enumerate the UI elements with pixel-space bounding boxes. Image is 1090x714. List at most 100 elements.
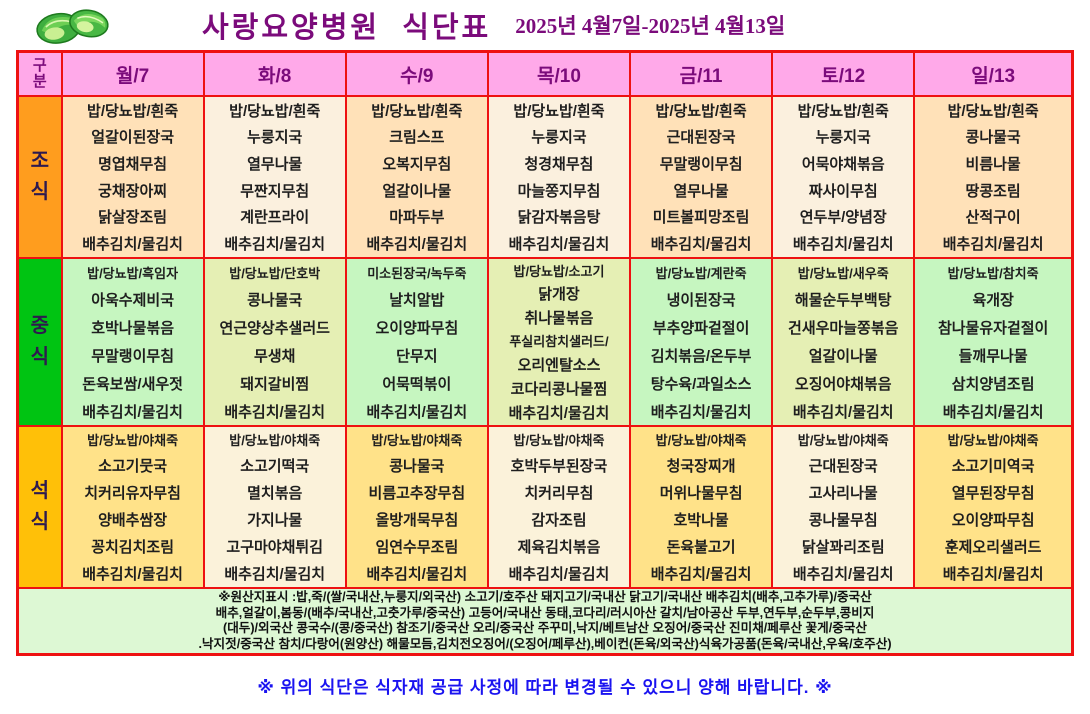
- menu-item: 오이양파무침: [951, 512, 1035, 529]
- menu-item: 얼갈이나물: [382, 182, 452, 200]
- meal-row-dinner: 석 식 밥/당뇨밥/야채죽 소고기뭇국 치커리유자무침 양배추쌈장 꽁치김치조림 배추김치/…: [16, 425, 1074, 589]
- menu-item: 배추김치/물김치: [82, 403, 183, 421]
- breakfast-cell-토/12: 밥/당뇨밥/흰죽 누룽지국 어묵야채볶음 짜사이무침 연두부/양념장 배추김치/물김치: [771, 95, 916, 259]
- menu-item: 가지나물: [247, 512, 303, 529]
- menu-item: 배추김치/물김치: [942, 403, 1044, 421]
- menu-item: 밥/당뇨밥/야채죽: [371, 433, 463, 448]
- menu-item: 냉이된장국: [666, 291, 736, 309]
- menu-item: 아욱수제비국: [91, 291, 174, 309]
- menu-item: 밥/당뇨밥/야채죽: [947, 433, 1039, 448]
- dinner-cell-목/10: 밥/당뇨밥/야채죽 호박두부된장국 치커리무침 감자조림 제육김치볶음 배추김치/물김치: [486, 425, 632, 589]
- menu-item: 미트볼피망조림: [652, 209, 750, 227]
- menu-item: 밥/당뇨밥/야채죽: [797, 433, 889, 448]
- menu-item: 머위나물무침: [659, 485, 743, 502]
- menu-item: 청경채무침: [524, 156, 594, 174]
- menu-item: 계란프라이: [240, 209, 310, 227]
- menu-item: 밥/당뇨밥/흰죽: [371, 102, 463, 120]
- menu-item: 밥/당뇨밥/야채죽: [87, 433, 179, 448]
- menu-item: 명엽채무침: [98, 156, 168, 174]
- menu-item: 밥/당뇨밥/흰죽: [229, 102, 321, 120]
- menu-item: 밥/당뇨밥/흰죽: [655, 102, 747, 120]
- menu-item: 콩나물국: [389, 458, 445, 475]
- menu-item: 소고기뭇국: [98, 458, 168, 475]
- origin-notice: ※원산지표시 :밥,죽/(쌀/국내산,누룽지/외국산) 소고기/호주산 돼지고기…: [16, 587, 1074, 656]
- menu-item: 마늘쫑지무침: [517, 182, 601, 200]
- menu-item: 닭감자볶음탕: [517, 209, 601, 227]
- menu-item: 닭살꽈리조림: [801, 539, 885, 556]
- menu-item: 크림스프: [389, 129, 445, 147]
- menu-item: 밥/당뇨밥/소고기: [513, 263, 605, 279]
- menu-item: 밥/당뇨밥/흰죽: [947, 102, 1039, 120]
- menu-item: 배추김치/물김치: [650, 236, 752, 254]
- lunch-cell-일/13: 밥/당뇨밥/참치죽 육개장 참나물유자겉절이 들깨무나물 삼치양념조림 배추김치/물김치: [913, 257, 1074, 427]
- lunch-cell-토/12: 밥/당뇨밥/새우죽 해물순두부백탕 건새우마늘쫑볶음 얼갈이나물 오징어야채볶음 배추김치…: [771, 257, 916, 427]
- menu-item: 소고기떡국: [240, 458, 310, 475]
- menu-item: 배추김치/물김치: [224, 566, 326, 583]
- menu-item: 치커리무침: [524, 485, 594, 502]
- menu-item: 호박두부된장국: [510, 458, 608, 475]
- menu-item: 들깨무나물: [958, 347, 1028, 365]
- menu-item: 제육김치볶음: [517, 539, 601, 556]
- origin-line: (대두)/외국산 콩국수/(콩/중국산) 참조기/중국산 오리/중국산 주꾸미,…: [223, 621, 867, 635]
- menu-item: 부추양파겉절이: [652, 319, 750, 337]
- lunch-cell-수/9: 미소된장국/녹두죽 날치알밥 오이양파무침 단무지 어묵떡볶이 배추김치/물김치: [344, 257, 489, 427]
- menu-item: 산적구이: [965, 209, 1021, 227]
- menu-item: 근대된장국: [666, 129, 736, 147]
- day-header-1: 화/8: [202, 50, 347, 97]
- menu-item: 어묵야채볶음: [801, 156, 885, 174]
- menu-item: 훈제오리샐러드: [944, 539, 1042, 556]
- menu-item: 밥/당뇨밥/야채죽: [513, 433, 605, 448]
- menu-item: 치커리유자무침: [84, 485, 181, 502]
- menu-item: 고구마야채튀김: [226, 539, 324, 556]
- menu-item: 돈육불고기: [666, 539, 736, 556]
- meal-row-lunch: 중 식 밥/당뇨밥/흑임자 아욱수제비국 호박나물볶음 무말랭이무침 돈육보쌈/새우젓 배추…: [16, 257, 1074, 427]
- breakfast-cell-목/10: 밥/당뇨밥/흰죽 누룽지국 청경채무침 마늘쫑지무침 닭감자볶음탕 배추김치/물김치: [486, 95, 632, 259]
- menu-item: 비름나물: [965, 156, 1021, 174]
- menu-item: 오징어야채볶음: [794, 375, 892, 393]
- origin-line: .낙지젓/중국산 참치/다랑어(원양산) 해물모듬,김치전오징어/(오징어/페루…: [198, 636, 892, 651]
- menu-item: 배추김치/물김치: [942, 566, 1044, 583]
- dinner-cell-토/12: 밥/당뇨밥/야채죽 근대된장국 고사리나물 콩나물무침 닭살꽈리조림 배추김치/물김치: [771, 425, 916, 589]
- menu-item: 오이양파무침: [375, 319, 459, 337]
- day-header-row: 구 분 월/7 화/8 수/9 목/10 금/11 토/12 일/13: [16, 50, 1074, 97]
- menu-item: 배추김치/물김치: [82, 566, 183, 583]
- menu-item: 궁채장아찌: [98, 182, 168, 200]
- lunch-cell-목/10: 밥/당뇨밥/소고기 닭개장 취나물볶음 푸실리참치샐러드/오리엔탈소스 코다리콩나물찜 배…: [486, 257, 632, 427]
- menu-item: 날치알밥: [389, 291, 445, 309]
- menu-item: 취나물볶음: [524, 310, 594, 328]
- menu-item: 밥/당뇨밥/흰죽: [797, 102, 889, 120]
- menu-item: 배추김치/물김치: [366, 236, 468, 254]
- menu-item: 돈육보쌈/새우젓: [82, 375, 183, 393]
- menu-item: 배추김치/물김치: [508, 405, 610, 423]
- menu-item: 밥/당뇨밥/흰죽: [513, 102, 605, 120]
- menu-item: 밥/당뇨밥/야채죽: [229, 433, 321, 448]
- menu-item: 누룽지국: [247, 129, 303, 147]
- menu-item: 연두부/양념장: [799, 209, 887, 227]
- menu-item: 닭개장: [538, 285, 580, 303]
- menu-item: 어묵떡볶이: [382, 375, 452, 393]
- menu-item: 호박나물볶음: [91, 319, 174, 337]
- menu-item: 소고기미역국: [951, 458, 1035, 475]
- menu-item: 올방개묵무침: [375, 512, 459, 529]
- meal-row-breakfast: 조 식 밥/당뇨밥/흰죽 얼갈이된장국 명엽채무침 궁채장아찌 닭살장조림 배추김치/물김치…: [16, 95, 1074, 259]
- menu-item: 배추김치/물김치: [792, 236, 894, 254]
- lunch-cell-금/11: 밥/당뇨밥/계란죽 냉이된장국 부추양파겉절이 김치볶음/온두부 탕수육/과일소스 배추김…: [629, 257, 774, 427]
- menu-item: 배추김치/물김치: [366, 566, 468, 583]
- menu-item: 삼치양념조림: [951, 375, 1035, 393]
- meal-label-lunch: 중 식: [16, 257, 63, 427]
- menu-item: 열무된장무침: [951, 485, 1035, 502]
- menu-item: 배추김치/물김치: [792, 566, 894, 583]
- menu-item: 마파두부: [389, 209, 445, 227]
- menu-item: 감자조림: [531, 512, 587, 529]
- menu-item: 밥/당뇨밥/참치죽: [947, 265, 1039, 281]
- menu-table-body: 조 식 밥/당뇨밥/흰죽 얼갈이된장국 명엽채무침 궁채장아찌 닭살장조림 배추김치/물김치…: [16, 95, 1074, 656]
- dinner-cell-금/11: 밥/당뇨밥/야채죽 청국장찌개 머위나물무침 호박나물 돈육불고기 배추김치/물김치: [629, 425, 774, 589]
- menu-item: 양배추쌈장: [98, 512, 168, 529]
- day-header-0: 월/7: [60, 50, 205, 97]
- menu-item: 배추김치/물김치: [224, 236, 326, 254]
- menu-item: 배추김치/물김치: [508, 236, 610, 254]
- menu-item: 육개장: [972, 291, 1014, 309]
- origin-line: 배추,얼갈이,봄동/(배추/국내산,고춧가루/중국산) 고등어/국내산 동태,코…: [215, 605, 875, 620]
- menu-item: 열무나물: [673, 182, 729, 200]
